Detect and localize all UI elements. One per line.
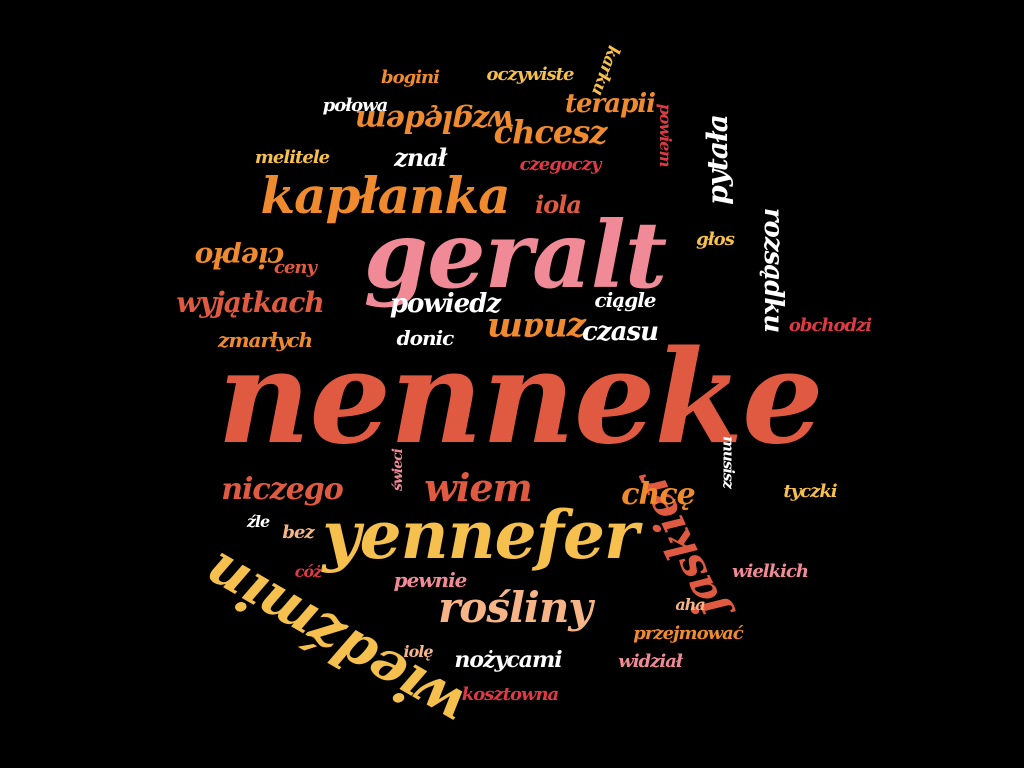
- word-chce: chcę: [621, 480, 694, 510]
- word-kaplanka: kapłanka: [260, 171, 509, 221]
- word-swieci: świeci: [391, 449, 405, 491]
- word-rozsadku: rozsądku: [760, 208, 786, 332]
- word-bogini: bogini: [381, 69, 439, 87]
- word-przejmowac: przejmować: [633, 625, 742, 643]
- word-nozycami: nożycami: [454, 649, 561, 671]
- word-obchodzi: obchodzi: [789, 317, 871, 335]
- word-bez: bez: [282, 524, 313, 542]
- word-pewnie: pewnie: [394, 570, 467, 590]
- word-widzial: widział: [618, 653, 682, 671]
- word-donic: donic: [397, 328, 454, 348]
- word-musisz: musisz: [721, 436, 736, 488]
- word-pytala: pytała: [704, 115, 732, 205]
- word-ceny: ceny: [274, 259, 316, 277]
- word-yennefer: yennefer: [322, 502, 637, 568]
- word-znam: znam: [488, 313, 586, 347]
- word-oczywiste: oczywiste: [487, 66, 574, 84]
- word-kosztowna: kosztowna: [462, 686, 558, 704]
- word-terapii: terapii: [565, 91, 655, 117]
- word-aha: aha: [675, 597, 704, 613]
- word-wiem: wiem: [424, 469, 532, 507]
- word-melitele: melitele: [255, 149, 329, 167]
- word-ciagle: ciągle: [594, 290, 655, 310]
- word-tyczki: tyczki: [783, 483, 836, 501]
- word-wyjatkach: wyjątkach: [176, 289, 324, 317]
- word-powiedz: powiedz: [390, 291, 500, 317]
- word-cieplo: ciepło: [196, 243, 285, 271]
- word-zmarlych: zmarłych: [218, 330, 312, 350]
- word-czegoczy: czegoczy: [520, 156, 601, 174]
- word-znal: znał: [394, 146, 446, 170]
- word-polowa: połowa: [323, 97, 388, 115]
- word-iole: iolę: [403, 644, 432, 660]
- word-wielkich: wielkich: [732, 563, 808, 581]
- word-glos: głos: [696, 231, 734, 249]
- word-iola: iola: [535, 193, 581, 217]
- word-rosliny: rośliny: [438, 587, 592, 629]
- word-czasu: czasu: [582, 319, 658, 345]
- word-powiem: powiem: [657, 104, 673, 167]
- word-zle: źle: [247, 514, 269, 530]
- word-niczego: niczego: [221, 475, 343, 505]
- word-coz: cóż: [295, 564, 322, 580]
